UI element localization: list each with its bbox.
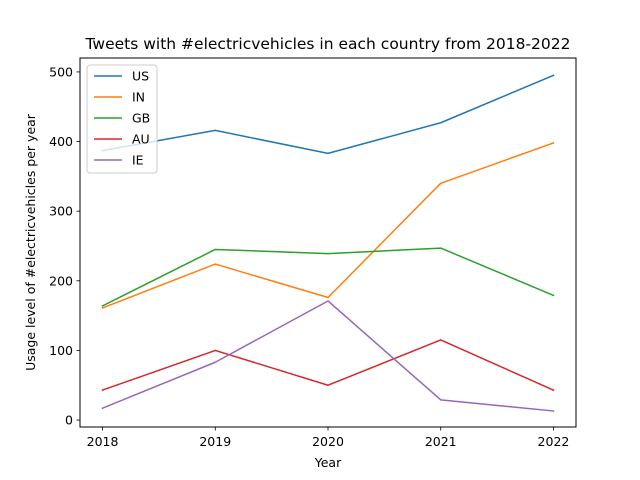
legend-label-in: IN	[132, 90, 145, 105]
chart-title: Tweets with #electricvehicles in each co…	[85, 35, 571, 53]
y-axis-label: Usage level of #electricvehicles per yea…	[23, 113, 38, 371]
y-tick-label: 500	[49, 64, 73, 79]
data-point-gb-2022	[552, 294, 555, 297]
data-point-us-2020	[327, 152, 329, 155]
data-point-ie-2019	[214, 361, 217, 363]
legend-label-us: US	[132, 69, 149, 84]
data-point-us-2022	[552, 74, 555, 77]
x-tick-label: 2018	[87, 434, 119, 449]
data-point-gb-2019	[214, 248, 217, 251]
data-point-ie-2021	[439, 399, 442, 401]
data-point-au-2020	[327, 384, 329, 386]
x-axis: 2018 2019 2020 2021 2022	[87, 427, 570, 449]
data-point-au-2021	[439, 339, 442, 341]
data-point-in-2022	[552, 142, 555, 144]
y-tick-label: 400	[49, 134, 73, 149]
x-axis-label: Year	[314, 455, 342, 470]
data-point-in-2019	[214, 263, 217, 265]
legend: US IN GB AU IE	[86, 64, 158, 174]
legend-label-au: AU	[132, 132, 150, 147]
legend-frame	[86, 64, 158, 174]
x-tick-label: 2021	[425, 434, 457, 449]
data-point-gb-2018	[101, 305, 104, 307]
y-tick-label: 200	[49, 273, 73, 288]
data-point-ie-2018	[101, 407, 104, 409]
data-point-in-2018	[101, 307, 104, 309]
data-point-gb-2020	[327, 252, 329, 255]
data-point-in-2021	[439, 182, 442, 185]
data-point-ie-2020	[327, 300, 329, 302]
y-tick-label: 100	[49, 343, 73, 358]
data-point-gb-2021	[439, 247, 442, 249]
data-point-us-2019	[214, 129, 217, 132]
data-point-au-2022	[552, 389, 555, 391]
x-tick-label: 2020	[312, 434, 344, 449]
y-tick-label: 300	[49, 204, 73, 219]
legend-label-gb: GB	[132, 111, 150, 126]
data-point-in-2020	[327, 296, 329, 299]
data-point-au-2019	[214, 349, 217, 352]
y-axis: 0 100 200 300 400 500	[49, 64, 80, 428]
data-point-au-2018	[101, 389, 104, 391]
legend-label-ie: IE	[132, 153, 144, 168]
x-tick-label: 2022	[538, 434, 570, 449]
x-tick-label: 2019	[199, 434, 231, 449]
y-tick-label: 0	[65, 413, 73, 428]
data-point-us-2021	[439, 122, 442, 124]
series-layer	[101, 74, 555, 412]
data-point-ie-2022	[552, 410, 555, 412]
